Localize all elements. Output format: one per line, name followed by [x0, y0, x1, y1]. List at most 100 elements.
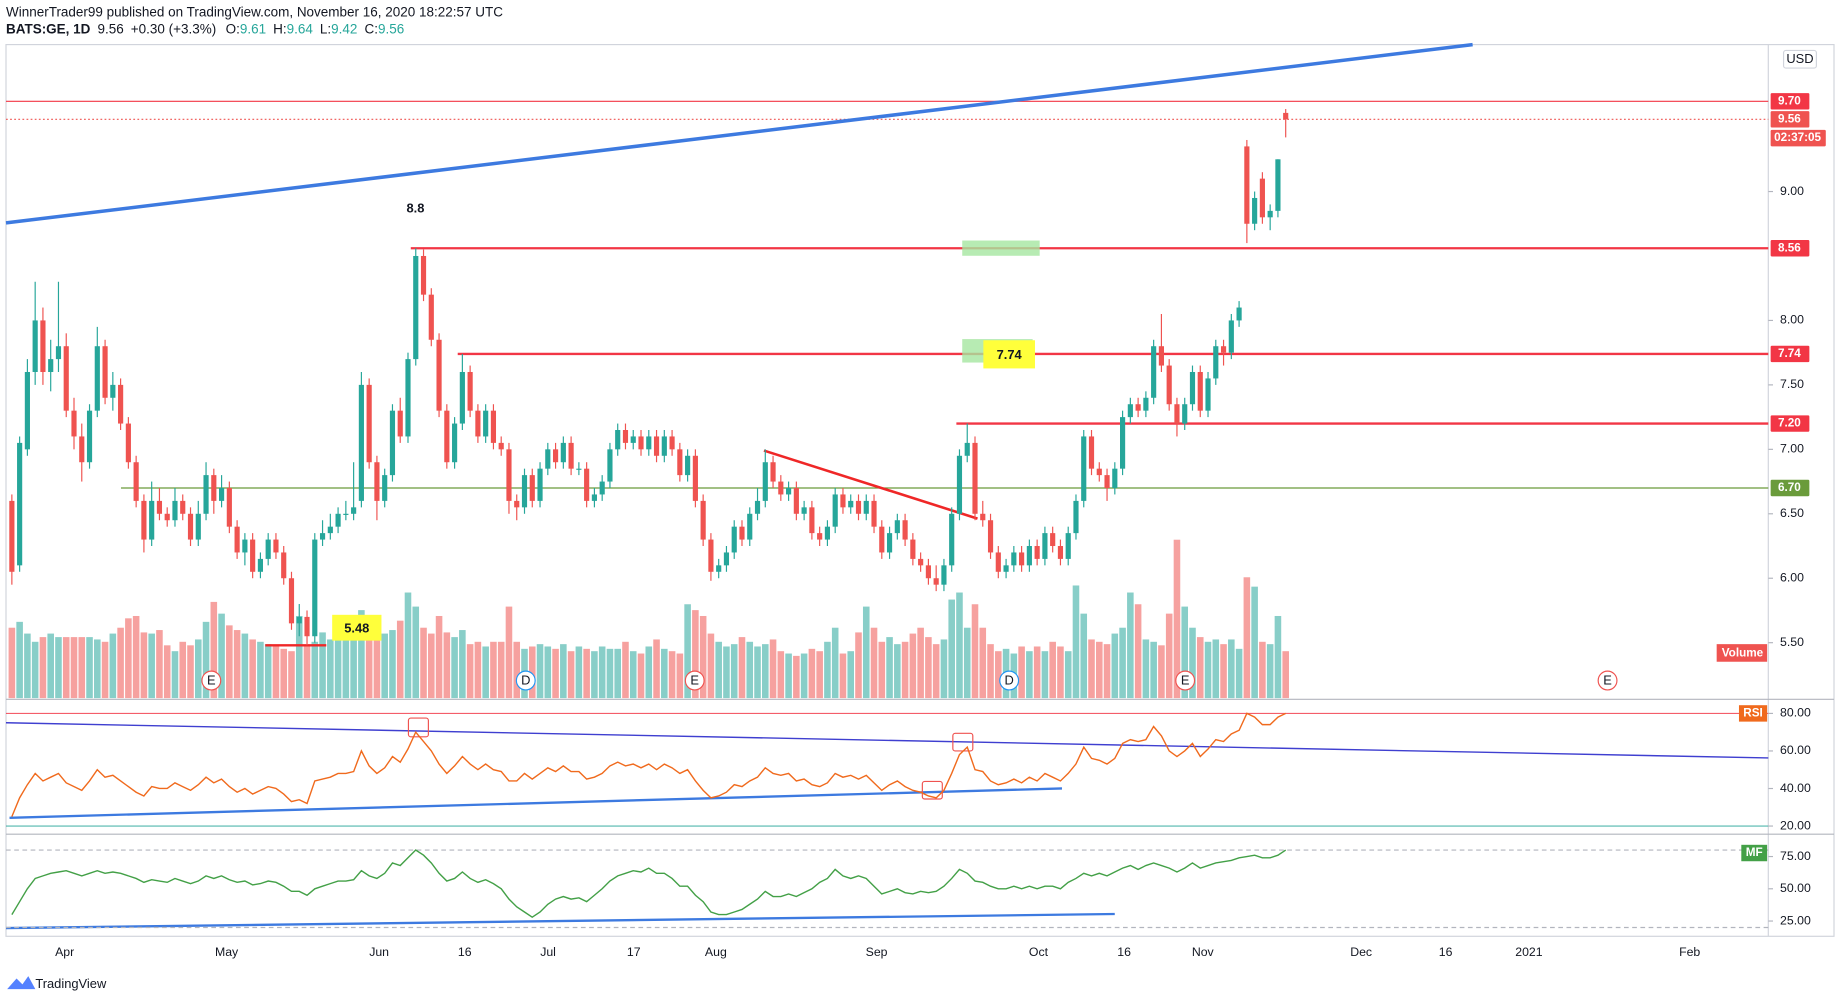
- volume-bar: [295, 615, 303, 699]
- volume-label: Volume: [1722, 647, 1764, 660]
- volume-bar: [39, 637, 47, 699]
- volume-bar: [171, 651, 179, 699]
- volume-bar: [396, 620, 404, 699]
- candle-body: [467, 371, 473, 411]
- candle-body: [576, 468, 582, 470]
- event-label: D: [521, 673, 530, 688]
- candle-body: [498, 442, 504, 450]
- volume-bar: [940, 639, 948, 699]
- candle-body: [211, 475, 217, 501]
- volume-bar: [350, 625, 357, 699]
- candle-body: [110, 384, 116, 398]
- candle-body: [94, 346, 100, 411]
- candle-body: [871, 500, 877, 527]
- candle-body: [1275, 159, 1281, 211]
- volume-bar: [544, 646, 552, 699]
- volume-bar: [901, 641, 909, 699]
- price-tag: [1770, 93, 1810, 110]
- candle-body: [700, 500, 706, 540]
- y-tick-label: 25.00: [1780, 913, 1811, 927]
- volume-bar: [420, 627, 427, 699]
- volume-bar: [1228, 639, 1235, 699]
- volume-bar: [1220, 644, 1227, 699]
- candles: [9, 109, 1289, 646]
- event-marker: [1175, 670, 1196, 691]
- volume-bar: [101, 641, 109, 699]
- candle-body: [1065, 533, 1071, 559]
- candle-body: [24, 371, 30, 450]
- candle-body: [863, 500, 869, 514]
- candle-body: [521, 475, 528, 508]
- ohlc-label: L:: [320, 21, 331, 36]
- candle-body: [102, 346, 108, 398]
- candle-body: [265, 539, 271, 559]
- volume-bar: [482, 646, 489, 699]
- candle-body: [685, 455, 691, 476]
- event-label: E: [690, 673, 699, 688]
- y-tick-label: 40.00: [1780, 781, 1811, 795]
- y-tick-label: 80.00: [1780, 706, 1811, 720]
- x-tick-label: May: [215, 945, 239, 959]
- candle-body: [1034, 546, 1040, 559]
- event-marker: [201, 670, 222, 691]
- candle-body: [886, 533, 893, 553]
- volume-bar: [319, 632, 326, 699]
- candle-body: [809, 507, 815, 534]
- candle-body: [1050, 533, 1056, 547]
- volume-bar: [117, 627, 124, 699]
- candle-body: [607, 449, 613, 482]
- event-marker: [515, 670, 536, 691]
- volume-bar: [692, 610, 699, 699]
- volume-bar: [1150, 641, 1157, 699]
- candle-body: [250, 539, 256, 572]
- y-tick-label: 7.50: [1780, 377, 1804, 391]
- ohlc-value: 9.64: [287, 21, 314, 36]
- candle-body: [747, 513, 753, 540]
- candle-body: [40, 320, 46, 372]
- volume-bar: [661, 648, 668, 699]
- volume-bar: [257, 641, 264, 699]
- frame: [5, 43, 1835, 937]
- volume-bar: [443, 632, 451, 699]
- volume-bar: [497, 641, 505, 699]
- volume-bar: [715, 641, 722, 699]
- trend-line: [763, 449, 978, 520]
- volume-bar: [474, 641, 482, 699]
- volume-bar: [862, 606, 870, 699]
- volume-bar: [1033, 646, 1041, 699]
- ohlc-label: O:: [226, 21, 240, 36]
- candle-body: [832, 494, 838, 527]
- volume-layer: [8, 539, 1289, 699]
- price-tag: [1770, 415, 1810, 432]
- candle-body: [1042, 533, 1048, 559]
- volume-bar: [645, 646, 653, 699]
- indicator-line: [11, 712, 1287, 817]
- candle-body: [1166, 365, 1172, 405]
- candle-body: [762, 462, 768, 501]
- rsi-marker: [921, 780, 943, 800]
- highlight-box: [962, 240, 1040, 256]
- ohlc-label: H:: [273, 21, 287, 36]
- mf-trend: [5, 912, 1115, 930]
- volume-bar: [855, 632, 862, 699]
- candle-body: [677, 449, 683, 476]
- candle-body: [1104, 475, 1110, 489]
- volume-bar: [55, 637, 62, 699]
- candle-body: [226, 488, 232, 527]
- x-tick-label: 17: [627, 945, 641, 959]
- candle-body: [1019, 552, 1025, 566]
- volume-bar: [707, 633, 715, 699]
- candle-body: [638, 436, 644, 450]
- candle-body: [1003, 565, 1009, 572]
- price-tag-label: 9.56: [1778, 112, 1801, 125]
- currency-box: [1782, 49, 1817, 69]
- volume-bar: [1243, 577, 1251, 699]
- candle-body: [156, 500, 163, 514]
- volume-bar: [490, 641, 497, 699]
- candle-body: [848, 500, 854, 508]
- indicator-tag: [1738, 705, 1768, 722]
- x-tick-label: 16: [1117, 945, 1131, 959]
- trend-line: [5, 42, 1473, 225]
- candle-body: [281, 552, 287, 579]
- candle-body: [436, 339, 442, 411]
